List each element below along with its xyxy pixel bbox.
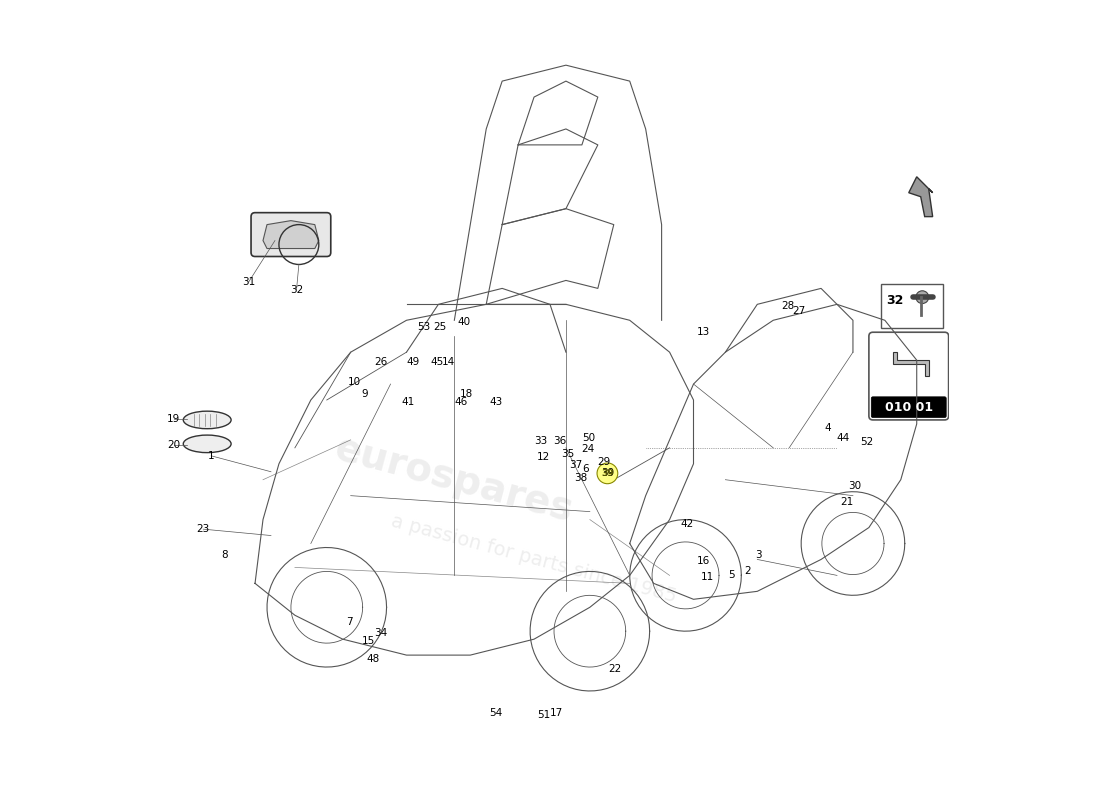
Text: 20: 20 (167, 441, 180, 450)
Polygon shape (893, 352, 928, 376)
Text: 11: 11 (701, 572, 715, 582)
Text: 7: 7 (345, 617, 352, 626)
Text: 40: 40 (458, 317, 471, 327)
Text: 43: 43 (490, 397, 503, 406)
FancyBboxPatch shape (881, 285, 943, 328)
Text: 25: 25 (433, 322, 447, 332)
Polygon shape (263, 221, 319, 249)
Text: 48: 48 (366, 654, 379, 664)
Text: eurospares: eurospares (331, 430, 578, 530)
Text: 4: 4 (824, 423, 830, 433)
Text: 13: 13 (696, 327, 710, 338)
Text: 14: 14 (441, 357, 454, 366)
Text: 53: 53 (417, 322, 431, 332)
Text: 29: 29 (597, 457, 611, 467)
Text: 9: 9 (362, 389, 369, 398)
Text: 52: 52 (860, 438, 873, 447)
Text: 10: 10 (348, 378, 361, 387)
Text: 24: 24 (582, 445, 595, 454)
Circle shape (916, 290, 928, 303)
Ellipse shape (184, 411, 231, 429)
Text: 2: 2 (745, 566, 751, 577)
Text: 49: 49 (406, 357, 419, 366)
Text: 6: 6 (582, 464, 588, 474)
Text: 54: 54 (490, 707, 503, 718)
Text: 35: 35 (561, 450, 574, 459)
Text: 44: 44 (837, 434, 850, 443)
Text: 37: 37 (569, 460, 582, 470)
FancyBboxPatch shape (251, 213, 331, 257)
Text: a passion for parts since 1985: a passion for parts since 1985 (389, 512, 679, 606)
Text: 31: 31 (242, 277, 255, 287)
Text: 38: 38 (574, 473, 587, 483)
Text: 41: 41 (402, 397, 415, 406)
Text: 45: 45 (430, 357, 443, 366)
Text: 39: 39 (601, 468, 614, 478)
Text: 34: 34 (374, 628, 387, 638)
Text: 50: 50 (582, 434, 595, 443)
FancyBboxPatch shape (871, 397, 946, 418)
Text: 36: 36 (553, 437, 566, 446)
Text: 46: 46 (454, 397, 467, 406)
Circle shape (597, 463, 618, 484)
Ellipse shape (184, 435, 231, 453)
Text: 32: 32 (290, 285, 304, 295)
Text: 16: 16 (696, 556, 710, 566)
Text: 32: 32 (887, 294, 904, 307)
Text: 33: 33 (534, 437, 547, 446)
Text: 18: 18 (460, 389, 473, 398)
Text: 21: 21 (840, 497, 854, 507)
Text: 010 01: 010 01 (884, 401, 933, 414)
Polygon shape (909, 177, 933, 217)
Text: 27: 27 (792, 306, 805, 316)
Text: 28: 28 (781, 301, 794, 311)
Text: 42: 42 (681, 518, 694, 529)
Text: 1: 1 (208, 451, 214, 461)
Text: 12: 12 (537, 452, 550, 462)
Text: 8: 8 (221, 550, 228, 561)
Text: 23: 23 (197, 524, 210, 534)
FancyBboxPatch shape (869, 332, 948, 420)
Text: 30: 30 (848, 481, 861, 491)
Text: 19: 19 (167, 414, 180, 424)
Text: 39: 39 (601, 469, 614, 478)
Text: 26: 26 (374, 357, 387, 366)
Text: 3: 3 (756, 550, 762, 561)
Text: 51: 51 (537, 710, 550, 720)
Text: 5: 5 (728, 570, 735, 580)
Text: 22: 22 (608, 665, 622, 674)
Text: 15: 15 (362, 636, 375, 646)
Text: 17: 17 (550, 707, 563, 718)
